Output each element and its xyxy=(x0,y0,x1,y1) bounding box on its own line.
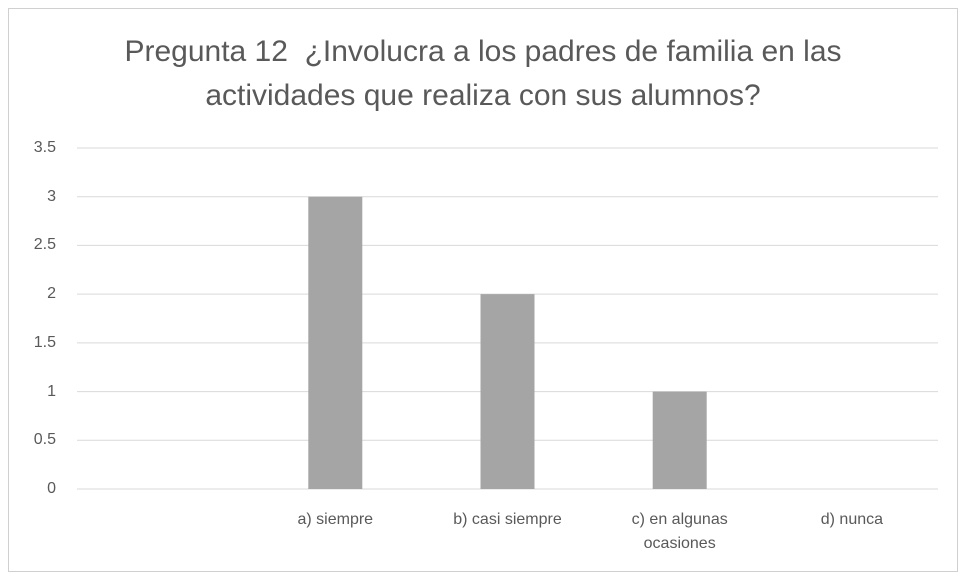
chart-title: Pregunta 12 ¿Involucra a los padres de f… xyxy=(124,35,850,112)
bar xyxy=(480,294,535,489)
x-tick-label: c) en algunas ocasiones xyxy=(631,511,728,552)
y-tick-label: 0.5 xyxy=(33,431,56,449)
y-tick-label: 2.5 xyxy=(33,236,56,254)
x-tick-label: d) nunca xyxy=(820,511,884,528)
y-tick-label: 3.5 xyxy=(33,139,56,156)
y-tick-label: 1 xyxy=(47,382,56,400)
y-tick-label: 3 xyxy=(47,187,56,205)
x-tick-label: b) casi siempre xyxy=(453,511,562,528)
y-tick-label: 1.5 xyxy=(33,333,56,351)
bar xyxy=(652,391,707,489)
y-tick-label: 0 xyxy=(47,480,56,497)
y-tick-label: 2 xyxy=(47,285,56,303)
x-tick-label: a) siempre xyxy=(297,511,374,528)
chart-border xyxy=(8,8,958,572)
bar xyxy=(308,196,363,489)
